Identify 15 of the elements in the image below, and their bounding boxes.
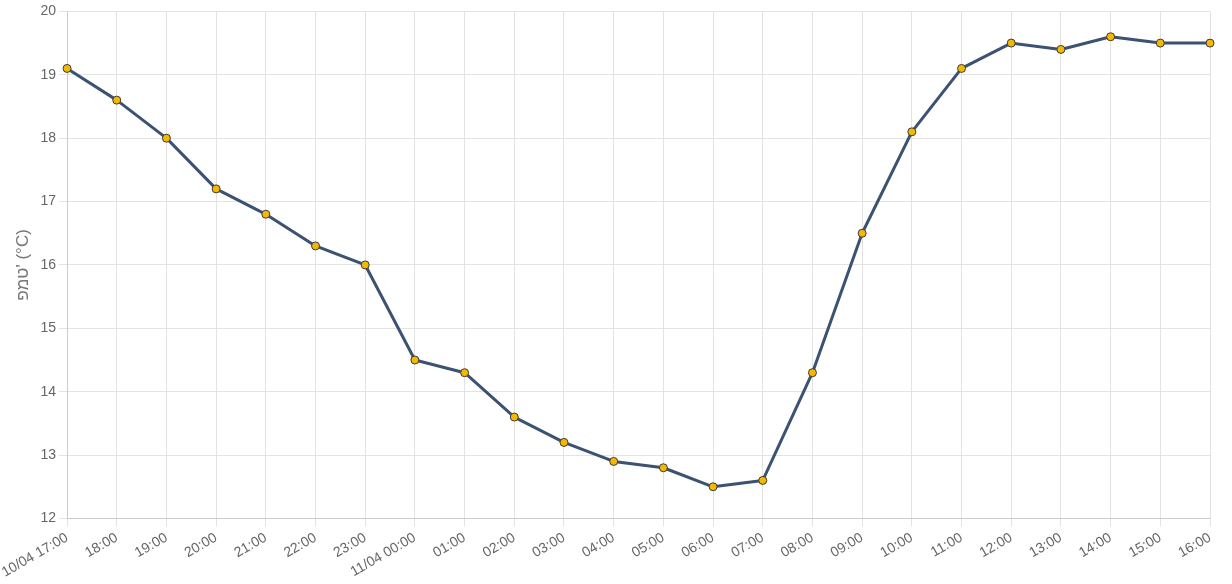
x-tick-label: 08:00 (777, 528, 817, 561)
y-tick-label: 19 (40, 65, 57, 82)
y-tick-label: 20 (40, 2, 57, 19)
y-tick-label: 14 (40, 382, 57, 399)
y-tick-label: 13 (40, 445, 57, 462)
x-tick-label: 05:00 (628, 528, 667, 561)
y-tick-label: 16 (40, 255, 57, 272)
x-tick-label: 02:00 (479, 528, 518, 561)
y-tick-label: 17 (40, 192, 57, 209)
x-tick-label: 04:00 (578, 528, 618, 561)
x-tick-label: 01:00 (429, 528, 469, 561)
y-tick-label: 12 (40, 509, 57, 526)
y-axis-title: טמפ' (°C) (12, 229, 32, 301)
y-tick-label: 15 (40, 319, 57, 336)
y-tick-label: 18 (40, 129, 57, 146)
